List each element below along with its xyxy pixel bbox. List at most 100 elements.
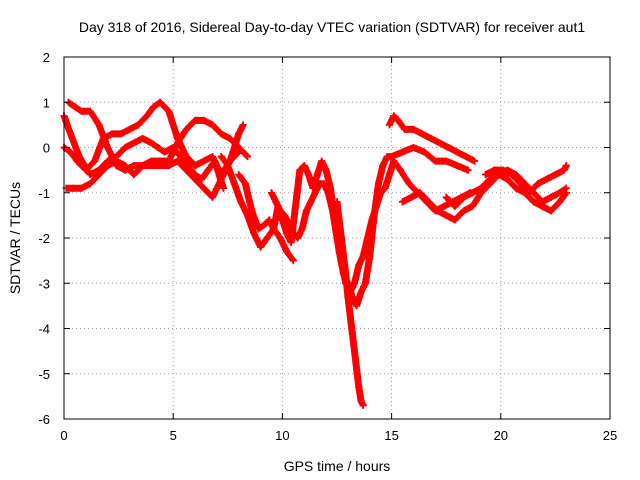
data-point [200, 116, 208, 124]
data-point [503, 175, 511, 183]
data-point [453, 148, 461, 156]
data-point [224, 162, 232, 170]
data-point [364, 234, 372, 242]
data-point [337, 234, 345, 242]
data-point [300, 162, 308, 170]
data-point [130, 171, 138, 179]
data-point [508, 171, 516, 179]
data-point [440, 202, 448, 210]
y-tick-label: -1 [38, 186, 50, 201]
data-point [318, 157, 326, 165]
data-point [547, 193, 555, 201]
x-tick-label: 0 [60, 428, 67, 443]
data-point [285, 220, 293, 228]
data-point [117, 130, 125, 138]
data-point [95, 121, 103, 129]
data-point [130, 162, 138, 170]
data-point [156, 98, 164, 106]
data-point [182, 125, 190, 133]
data-point [401, 125, 409, 133]
data-point [350, 347, 358, 355]
data-point [235, 130, 243, 138]
data-point [534, 180, 542, 188]
data-point [287, 239, 295, 247]
data-point [322, 166, 330, 174]
data-point [139, 162, 147, 170]
y-tick-label: 0 [43, 141, 50, 156]
data-point [490, 166, 498, 174]
data-point [217, 153, 225, 161]
data-point [562, 189, 570, 197]
data-point [180, 157, 188, 165]
data-point [547, 207, 555, 215]
data-point [154, 144, 162, 151]
data-point [442, 211, 450, 219]
y-tick-label: 1 [43, 95, 50, 110]
data-point [399, 198, 407, 206]
data-point [444, 144, 452, 151]
data-point [298, 225, 306, 233]
data-point [418, 130, 426, 138]
data-point [198, 175, 206, 183]
data-point [219, 184, 227, 192]
data-point [156, 162, 164, 170]
y-tick-label: -4 [38, 322, 50, 337]
data-point [108, 130, 116, 138]
data-point [77, 107, 85, 115]
x-tick-label: 25 [603, 428, 617, 443]
data-point [283, 248, 291, 256]
data-point [516, 180, 524, 188]
data-point [73, 157, 81, 165]
data-point [556, 189, 564, 197]
data-point [477, 184, 485, 192]
data-point [265, 216, 273, 224]
data-point [436, 139, 444, 147]
data-point [230, 180, 238, 188]
series-sat-d [62, 148, 243, 201]
data-point [407, 193, 415, 201]
data-point [263, 234, 271, 242]
data-point [267, 189, 275, 197]
data-point [388, 153, 396, 161]
data-point [130, 139, 138, 147]
data-point [77, 184, 85, 192]
data-point [283, 229, 291, 237]
data-point [91, 157, 99, 165]
data-point [296, 166, 304, 174]
data-point [353, 365, 361, 373]
data-point [355, 261, 363, 269]
data-point [374, 180, 382, 188]
data-point [512, 184, 520, 192]
data-point [551, 171, 559, 179]
data-point [560, 166, 568, 174]
data-point [385, 171, 393, 179]
data-point [82, 166, 90, 174]
data-point [355, 383, 363, 391]
data-point [307, 198, 315, 206]
data-point [377, 189, 385, 197]
data-point [451, 216, 459, 224]
data-point [276, 234, 284, 242]
data-point [313, 171, 321, 179]
data-point [182, 153, 190, 161]
data-point [381, 184, 389, 192]
data-point [191, 175, 199, 183]
data-point [217, 175, 225, 183]
data-point [112, 157, 120, 165]
y-tick-label: -3 [38, 276, 50, 291]
data-point [95, 171, 103, 179]
data-point [86, 107, 94, 115]
data-point [348, 329, 356, 337]
data-point [359, 401, 367, 409]
y-tick-label: -5 [38, 367, 50, 382]
data-point [468, 189, 476, 197]
data-point [86, 171, 94, 179]
data-point [346, 311, 354, 319]
series-sat-k [482, 162, 570, 197]
data-point [468, 202, 476, 210]
data-point [237, 198, 245, 206]
data-point [248, 207, 256, 215]
data-point [209, 121, 217, 129]
data-point [71, 103, 79, 111]
data-point [460, 207, 468, 215]
